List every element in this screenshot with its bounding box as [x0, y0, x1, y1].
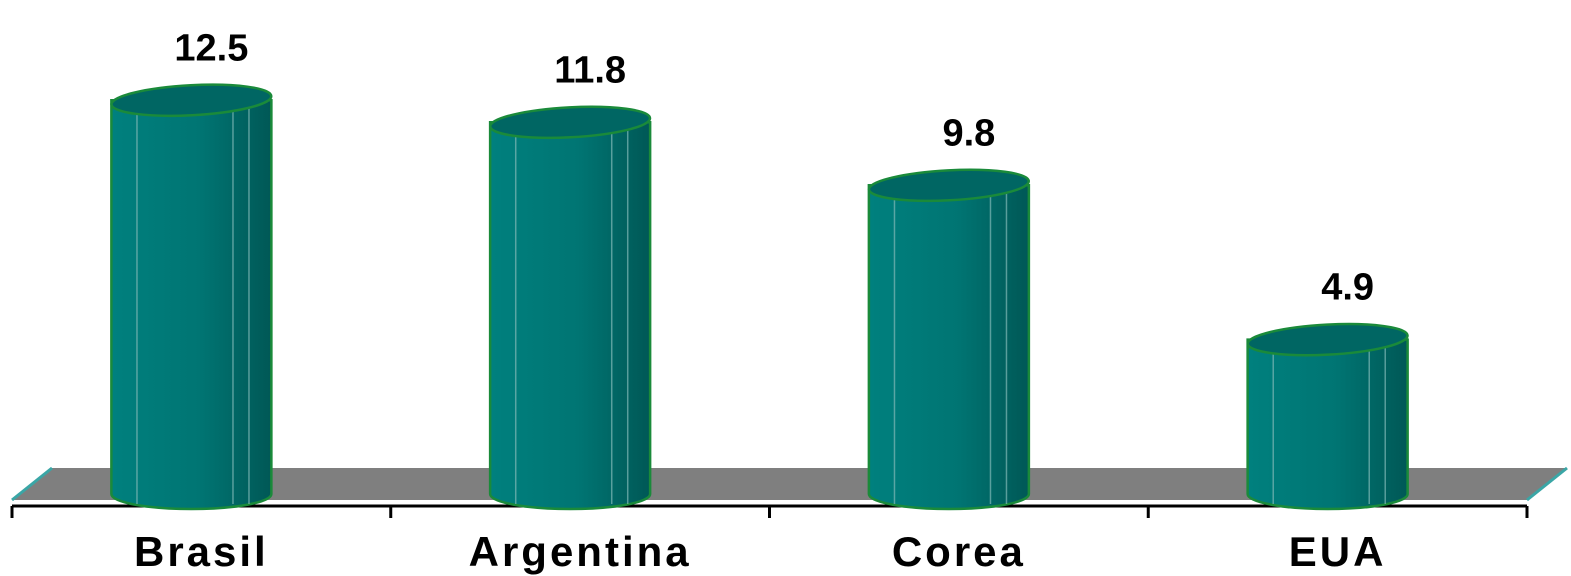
bar-top-cap — [867, 168, 1031, 203]
bar-top-cap — [110, 83, 273, 118]
data-label: 4.9 — [1321, 267, 1374, 309]
x-tick-label: Corea — [892, 528, 1026, 575]
data-label: 9.8 — [942, 112, 995, 154]
bar-series — [110, 83, 1409, 511]
x-tick-label: EUA — [1289, 528, 1387, 575]
bar-eua — [1246, 322, 1409, 511]
bar-corea — [867, 168, 1031, 511]
bar-body — [110, 99, 273, 511]
data-label: 12.5 — [174, 27, 248, 69]
x-axis-tick-labels: Brasil Argentina Corea EUA — [134, 528, 1387, 575]
chart-floor-edge-right — [1526, 466, 1568, 502]
data-label: 11.8 — [554, 49, 626, 91]
bar-body — [488, 121, 652, 511]
bar-argentina — [488, 105, 652, 511]
chart-floor-edge — [11, 466, 53, 502]
bar-top-cap — [1246, 322, 1409, 357]
bar-body — [867, 184, 1031, 511]
x-tick-label: Brasil — [134, 528, 269, 575]
chart-floor — [12, 468, 1567, 500]
bar-top-cap — [488, 105, 652, 140]
x-tick-label: Argentina — [469, 528, 692, 575]
x-axis-ticks — [10, 506, 1529, 518]
bar-brasil — [110, 83, 273, 511]
data-labels: 12.5 11.8 9.8 4.9 — [174, 27, 1374, 308]
bar-body — [1246, 338, 1409, 511]
